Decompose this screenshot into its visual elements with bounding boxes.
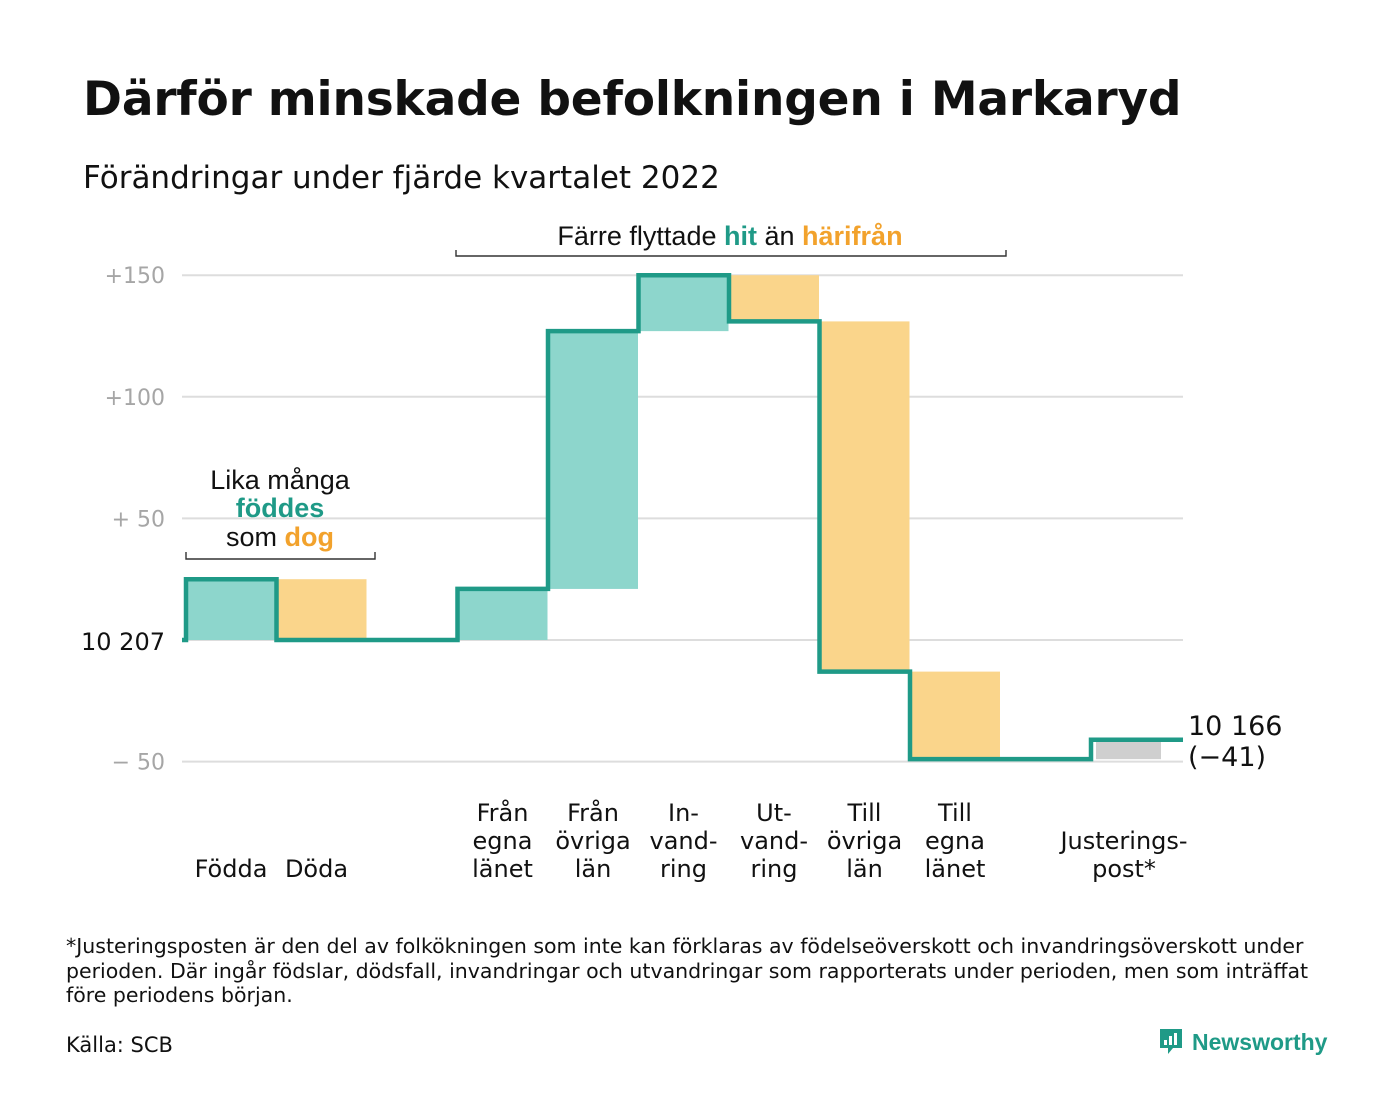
category-label: länet bbox=[472, 855, 533, 883]
category-label: ring bbox=[751, 855, 798, 883]
category-label: vand- bbox=[740, 827, 808, 855]
category-label: egna bbox=[473, 827, 533, 855]
step-line bbox=[182, 272, 1183, 762]
category-label: Justerings- bbox=[1058, 827, 1187, 855]
brand-name: Newsworthy bbox=[1192, 1028, 1328, 1055]
category-labels: Födda DödaFrånegnalänetFrånövrigalänIn-va… bbox=[195, 798, 1188, 883]
y-tick-label: +100 bbox=[105, 386, 165, 411]
y-tick-label: − 50 bbox=[112, 751, 165, 776]
y-axis-ticks: +150 +100 + 50 − 50 10 207 bbox=[81, 264, 165, 775]
source-label: Källa: SCB bbox=[66, 1033, 173, 1057]
annotation-run: Färre flyttade bbox=[557, 221, 724, 251]
category-label: post* bbox=[1092, 855, 1156, 883]
annotation-run: föddes bbox=[236, 493, 325, 523]
category-label: Till bbox=[847, 799, 882, 827]
grid-lines bbox=[182, 274, 1183, 763]
annotation-bracket bbox=[455, 250, 1007, 257]
annotation-line: Färre flyttade hit än härifrån bbox=[557, 221, 902, 251]
cumulative-step-line bbox=[182, 272, 1183, 762]
category-label: egna bbox=[925, 827, 985, 855]
bar bbox=[910, 671, 1000, 760]
bar bbox=[276, 579, 367, 640]
bar bbox=[457, 588, 548, 640]
category-label: vand- bbox=[649, 827, 717, 855]
category-label: län bbox=[575, 855, 612, 883]
annotation-run: Lika många bbox=[210, 465, 351, 495]
annotation-run: härifrån bbox=[802, 221, 903, 251]
newsworthy-logo-icon bbox=[1160, 1029, 1182, 1054]
annotation-line: föddes bbox=[236, 493, 325, 523]
category-label: In- bbox=[668, 799, 699, 827]
annotation-run: som bbox=[226, 522, 285, 552]
chart-title: Därför minskade befolkningen i Markaryd bbox=[83, 72, 1182, 127]
annotation-bracket bbox=[185, 552, 376, 560]
category-label: Från bbox=[567, 798, 619, 827]
annotation-line: som dog bbox=[226, 522, 334, 552]
bar bbox=[186, 579, 276, 640]
category-label: Från bbox=[477, 798, 529, 827]
category-label: Födda bbox=[195, 855, 268, 883]
category-label: Döda bbox=[285, 855, 348, 883]
bar bbox=[819, 321, 910, 672]
bar bbox=[638, 275, 729, 332]
bar bbox=[548, 331, 638, 589]
category-label: övriga bbox=[555, 827, 630, 855]
end-change-label: (−41) bbox=[1188, 742, 1266, 773]
annotation-run: dog bbox=[285, 522, 334, 552]
y-tick-label: +150 bbox=[105, 264, 165, 289]
footnote: *Justeringsposten är den del av folkökni… bbox=[66, 934, 1309, 1007]
annotation-run: än bbox=[757, 221, 802, 251]
end-labels: 10 166(−41) bbox=[1188, 711, 1282, 773]
category-label: Till bbox=[937, 799, 972, 827]
category-label: länet bbox=[925, 855, 986, 883]
y-tick-label: + 50 bbox=[112, 507, 165, 532]
category-label: län bbox=[846, 855, 883, 883]
bar bbox=[729, 275, 819, 322]
brand: Newsworthy bbox=[1158, 1027, 1327, 1057]
bars bbox=[186, 275, 1161, 760]
end-value-label: 10 166 bbox=[1188, 711, 1282, 742]
category-label: ring bbox=[660, 855, 707, 883]
bar bbox=[1096, 739, 1161, 760]
chart-subtitle: Förändringar under fjärde kvartalet 2022 bbox=[83, 160, 720, 196]
category-label: övriga bbox=[827, 827, 902, 855]
annotation-run: hit bbox=[724, 221, 757, 251]
baseline-label: 10 207 bbox=[81, 628, 165, 656]
annotation-line: Lika många bbox=[210, 465, 351, 495]
category-label: Ut- bbox=[756, 799, 792, 827]
